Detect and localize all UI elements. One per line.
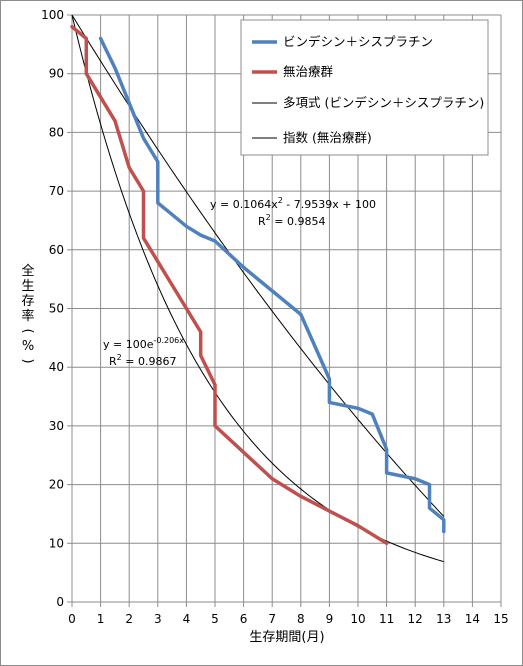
y-axis-title-char: 全	[21, 263, 34, 279]
exp-eq-exp: -0.206x	[153, 336, 184, 345]
y-axis-title-char: 率	[21, 308, 34, 324]
exp-r2-main: R	[109, 355, 117, 368]
legend-box	[240, 19, 489, 156]
series-line-vindesine-cisplatin	[98, 36, 446, 534]
x-tick-label: 14	[465, 612, 480, 626]
x-tick-label: 2	[125, 612, 133, 626]
series-line-untreated	[70, 24, 389, 546]
y-tick-label: 40	[49, 360, 64, 374]
poly-eq-rest: - 7.9539x + 100	[283, 198, 376, 211]
x-tick-label: 12	[408, 612, 423, 626]
legend: ビンデシン＋シスプラチン 無治療群 多項式 (ビンデシン＋シスプラチン) 指数 …	[240, 19, 489, 156]
y-tick-label: 30	[49, 419, 64, 433]
x-tick-label: 4	[183, 612, 191, 626]
axes	[67, 14, 502, 607]
y-axis-title-char: (	[20, 328, 35, 333]
x-tick-label: 0	[68, 612, 76, 626]
x-tick-label: 1	[97, 612, 105, 626]
y-tick-label: 0	[56, 595, 64, 609]
x-tick-label: 6	[240, 612, 248, 626]
x-tick-label: 9	[326, 612, 334, 626]
y-tick-label: 20	[49, 478, 64, 492]
exponential-equation: y = 100e-0.206x	[103, 336, 184, 351]
x-tick-label: 11	[379, 612, 394, 626]
x-tick-label: 8	[297, 612, 305, 626]
poly-eq-exp: 2	[278, 196, 283, 205]
y-axis-title-char: )	[20, 358, 35, 363]
y-tick-label: 10	[49, 536, 64, 550]
data-series	[70, 24, 446, 546]
polynomial-equation: y = 0.1064x2 - 7.9539x + 100	[210, 196, 376, 211]
x-tick-label: 10	[350, 612, 365, 626]
x-tick-label: 13	[436, 612, 451, 626]
legend-label-exponential: 指数 (無治療群)	[283, 130, 372, 145]
exp-eq-main: y = 100e	[103, 338, 154, 351]
x-axis-title: 生存期間(月)	[249, 630, 324, 645]
polynomial-r2: R2 = 0.9854	[258, 213, 325, 228]
x-tick-label: 5	[211, 612, 219, 626]
tick-labels: 0 1 2 3 4 5 6 7 8 9 10 11 12 13 14 15010203040506070809…	[41, 8, 509, 626]
poly-r2-exp: 2	[266, 213, 271, 222]
y-tick-label: 80	[49, 125, 64, 139]
legend-label-polynomial: 多項式 (ビンデシン＋シスプラチン)	[283, 95, 484, 110]
poly-eq-main: y = 0.1064x	[210, 198, 278, 211]
poly-r2-main: R	[258, 215, 266, 228]
y-axis-title-char: %	[22, 339, 34, 354]
legend-label-vindesine: ビンデシン＋シスプラチン	[283, 34, 433, 49]
legend-label-untreated: 無治療群	[283, 64, 334, 79]
y-tick-label: 70	[49, 184, 64, 198]
exp-r2-rest: = 0.9867	[122, 355, 177, 368]
exp-r2-exp: 2	[117, 353, 122, 362]
y-tick-label: 100	[41, 8, 64, 22]
y-tick-label: 90	[49, 67, 64, 81]
x-tick-label: 15	[493, 612, 508, 626]
y-tick-label: 50	[49, 302, 64, 316]
y-axis-title-char: 生	[21, 279, 34, 294]
x-tick-label: 7	[268, 612, 276, 626]
y-tick-label: 60	[49, 243, 64, 257]
poly-r2-rest: = 0.9854	[271, 215, 326, 228]
exponential-r2: R2 = 0.9867	[109, 353, 176, 368]
x-tick-label: 3	[154, 612, 162, 626]
y-axis-title-char: 存	[21, 294, 34, 309]
